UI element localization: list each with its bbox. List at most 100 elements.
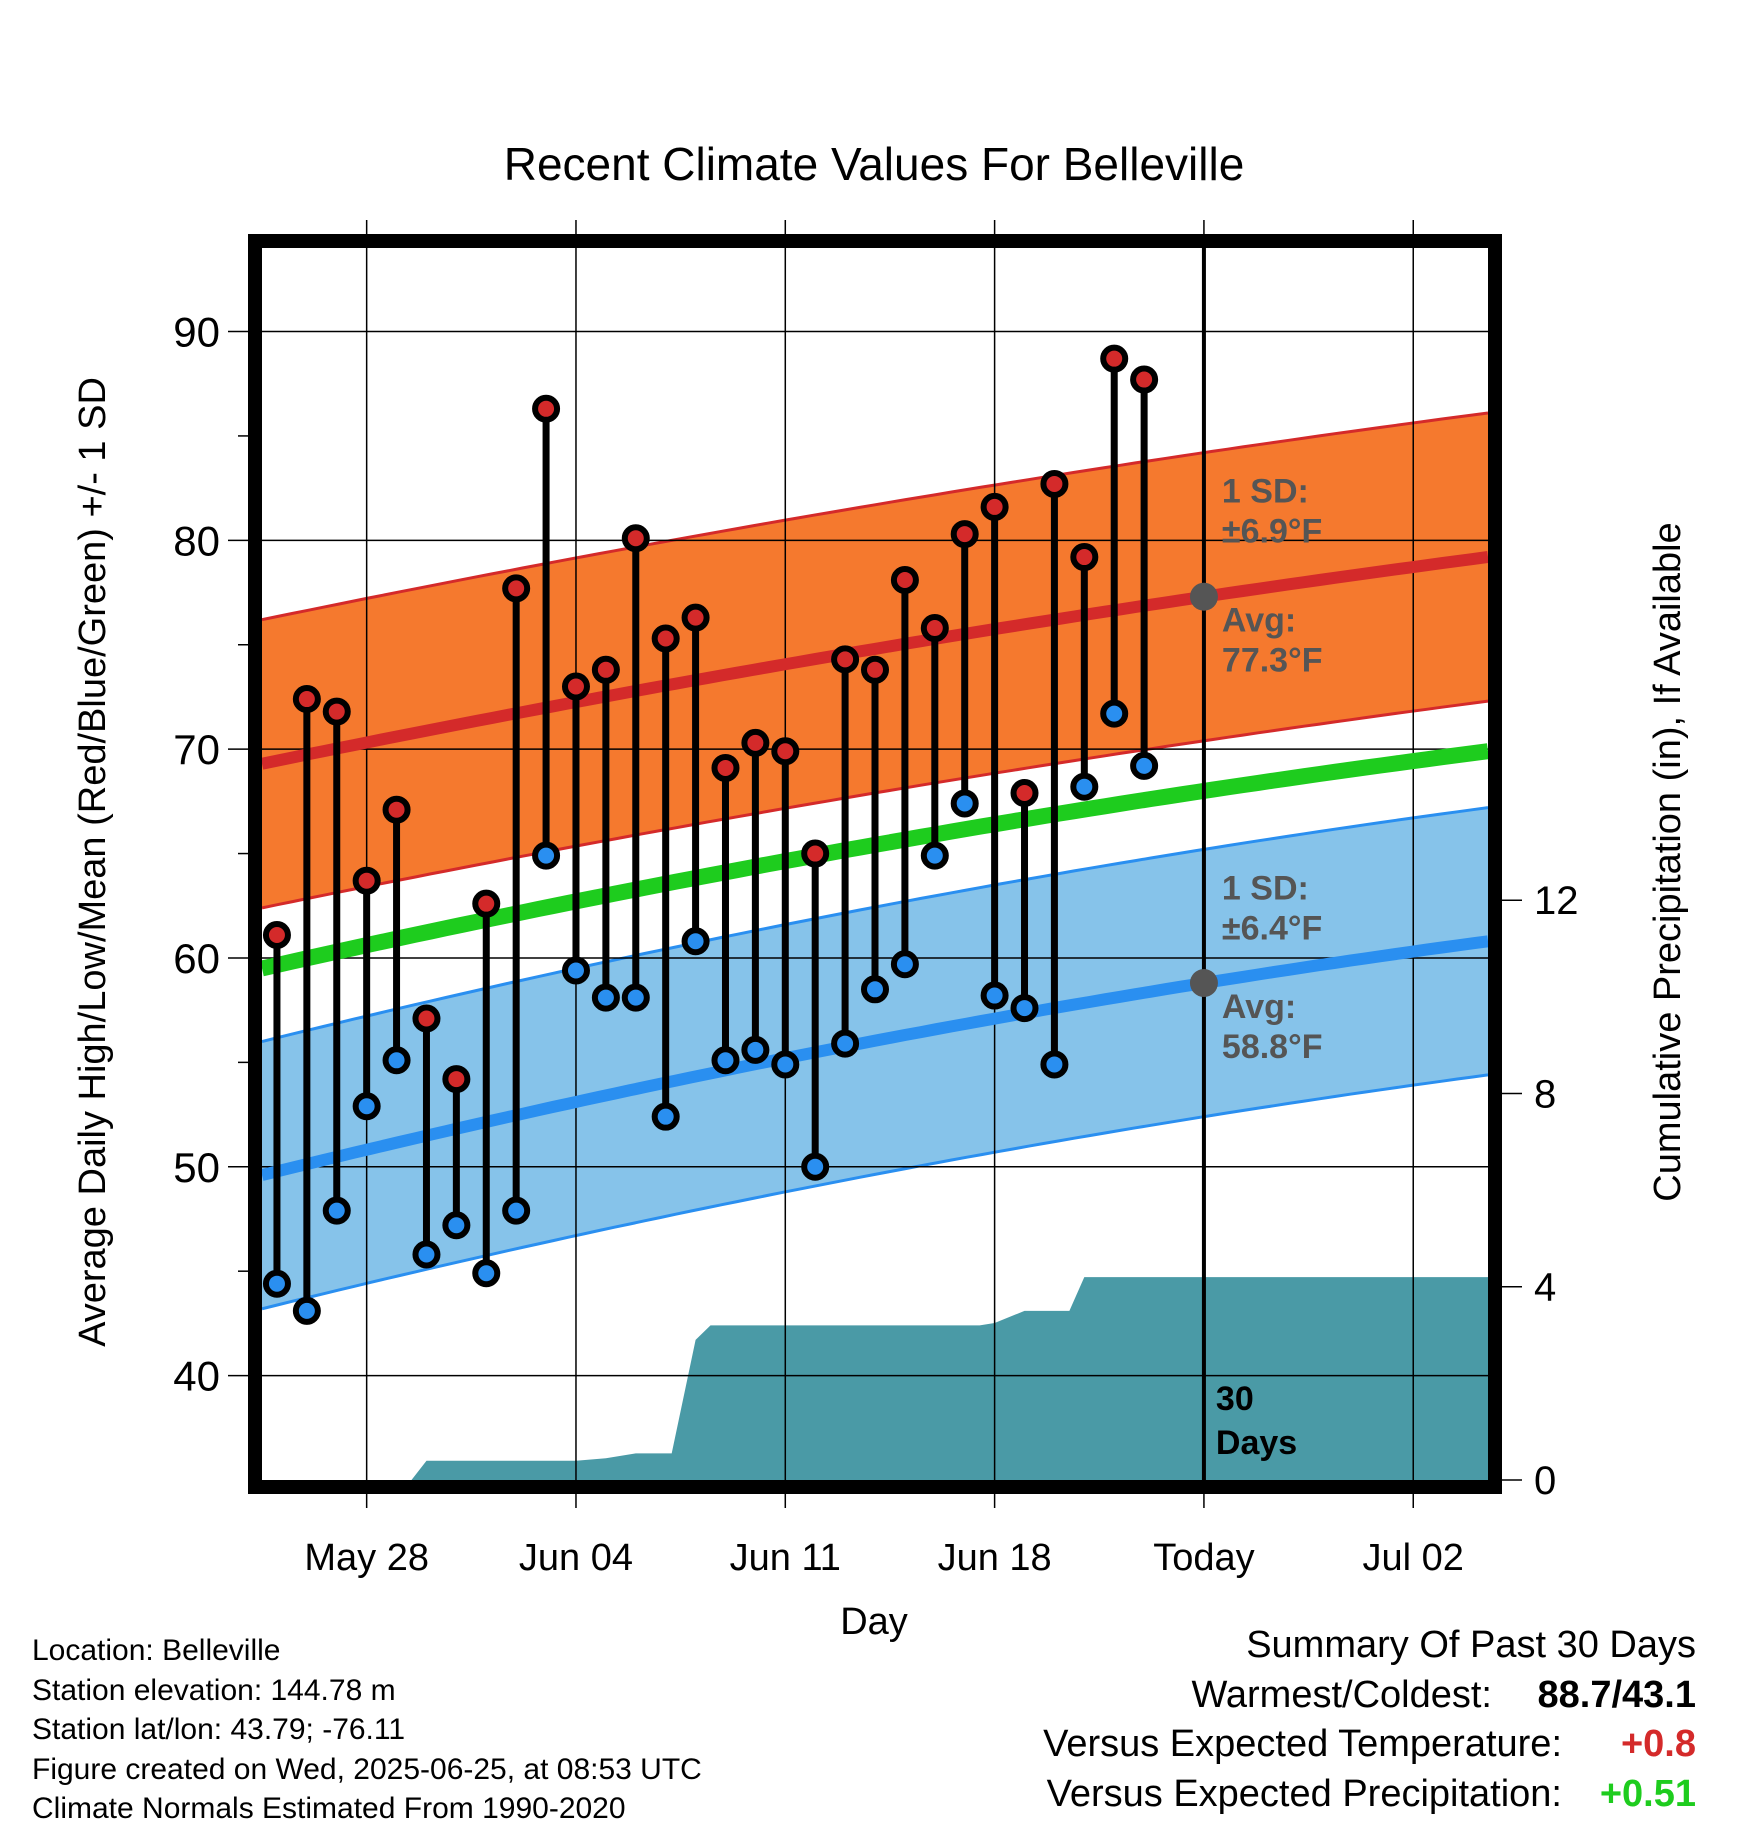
daily-low-point [920,841,949,870]
daily-high-point [262,920,291,949]
daily-low-point [651,1102,680,1131]
daily-low-point [831,1029,860,1058]
y2-tick-label: 4 [1534,1266,1556,1310]
low-sd-annotation-label: 1 SD: [1222,869,1309,907]
daily-low-point [771,1050,800,1079]
low-sd-band [262,807,1488,1309]
daily-low-point [352,1092,381,1121]
daily-high-point [382,795,411,824]
today-days-count: 30 [1216,1380,1254,1418]
y2-tick-label: 12 [1534,879,1579,923]
daily-high-point [711,753,740,782]
high-sd-annotation-value: ±6.9°F [1222,513,1322,551]
daily-low-point [621,983,650,1012]
summary-panel: Summary Of Past 30 Days Warmest/Coldest:… [1043,1624,1696,1815]
daily-high-point [651,624,680,653]
low-avg-annotation-label: Avg: [1222,988,1296,1026]
daily-high-point [442,1065,471,1094]
daily-low-point [1010,994,1039,1023]
daily-high-point [831,645,860,674]
high-sd-upper-line [262,411,1488,622]
daily-high-point [890,566,919,595]
warm-cold-label: Warmest/Coldest: [1191,1674,1492,1716]
today-days-label: Days [1216,1424,1297,1462]
y-tick-label: 80 [173,517,220,564]
summary-title: Summary Of Past 30 Days [1246,1624,1696,1666]
plot-frame [248,234,1502,1494]
daily-high-point [771,737,800,766]
y2-tick-label: 0 [1534,1459,1556,1503]
low-sd-annotation-value: ±6.4°F [1222,909,1322,947]
x-tick-label: Today [1153,1537,1254,1579]
daily-low-point [950,789,979,818]
daily-low-point [472,1259,501,1288]
y-tick-label: 70 [173,726,220,773]
station-info: Location: Belleville Station elevation: … [32,1634,702,1825]
low-avg-marker [1189,969,1218,998]
y-tick-label: 50 [173,1144,220,1191]
y2-tick-label: 8 [1534,1072,1556,1116]
daily-low-point [1040,1050,1069,1079]
x-tick-label: May 28 [304,1537,429,1579]
plot-inner [262,248,1488,1480]
high-normal-line [262,551,1488,770]
daily-low-point [711,1046,740,1075]
daily-high-point [412,1004,441,1033]
station-elevation: Station elevation: 144.78 m [32,1674,396,1707]
daily-high-point [1130,365,1159,394]
daily-high-point [1100,344,1129,373]
y-tick-label: 40 [173,1353,220,1400]
y-axis-label: Average Daily High/Low/Mean (Red/Blue/Gr… [72,377,114,1347]
daily-high-point [681,603,710,632]
daily-high-point [472,889,501,918]
daily-low-point [1070,772,1099,801]
daily-low-point [801,1152,830,1181]
daily-low-point [861,975,889,1004]
low-avg-annotation-value: 58.8°F [1222,1028,1323,1066]
daily-high-point [1010,779,1039,808]
daily-high-point [950,520,979,549]
climate-normals: Climate Normals Estimated From 1990-2020 [32,1792,626,1825]
daily-high-point [621,524,650,553]
x-axis-label: Day [840,1601,908,1643]
y-tick-label: 60 [173,935,220,982]
chart-title: Recent Climate Values For Belleville [504,138,1245,190]
x-tick-label: Jun 11 [730,1537,841,1579]
daily-low-point [412,1240,441,1269]
daily-low-point [292,1296,321,1325]
daily-low-point [262,1269,291,1298]
daily-low-point [382,1046,411,1075]
high-avg-marker [1189,582,1218,611]
daily-high-point [352,866,381,895]
y-tick-label: 90 [173,309,220,356]
daily-high-point [861,655,889,684]
low-normal-line [262,935,1488,1181]
daily-high-point [532,394,561,423]
daily-high-point [502,574,531,603]
station-latlon: Station lat/lon: 43.79; -76.11 [32,1713,405,1746]
high-avg-annotation-value: 77.3°F [1222,642,1323,680]
daily-low-point [1100,699,1129,728]
station-location: Location: Belleville [32,1634,280,1667]
daily-low-point [591,983,620,1012]
daily-low-point [741,1035,770,1064]
daily-low-point [890,950,919,979]
daily-high-point [1040,469,1069,498]
daily-low-point [1130,751,1159,780]
y2-axis-label: Cumulative Precipitation (in), If Availa… [1647,522,1689,1201]
daily-high-point [920,614,949,643]
daily-high-point [561,672,590,701]
daily-low-point [322,1196,351,1225]
daily-high-point [292,685,321,714]
figure-created: Figure created on Wed, 2025-06-25, at 08… [32,1753,702,1786]
high-avg-annotation-label: Avg: [1222,602,1296,640]
temp-anomaly-value: +0.8 [1621,1723,1696,1765]
x-tick-label: Jun 04 [519,1537,633,1579]
precip-area [262,1277,1488,1480]
precip-anomaly-value: +0.51 [1600,1773,1696,1815]
daily-low-point [681,927,710,956]
daily-high-point [801,839,830,868]
daily-low-point [502,1196,531,1225]
